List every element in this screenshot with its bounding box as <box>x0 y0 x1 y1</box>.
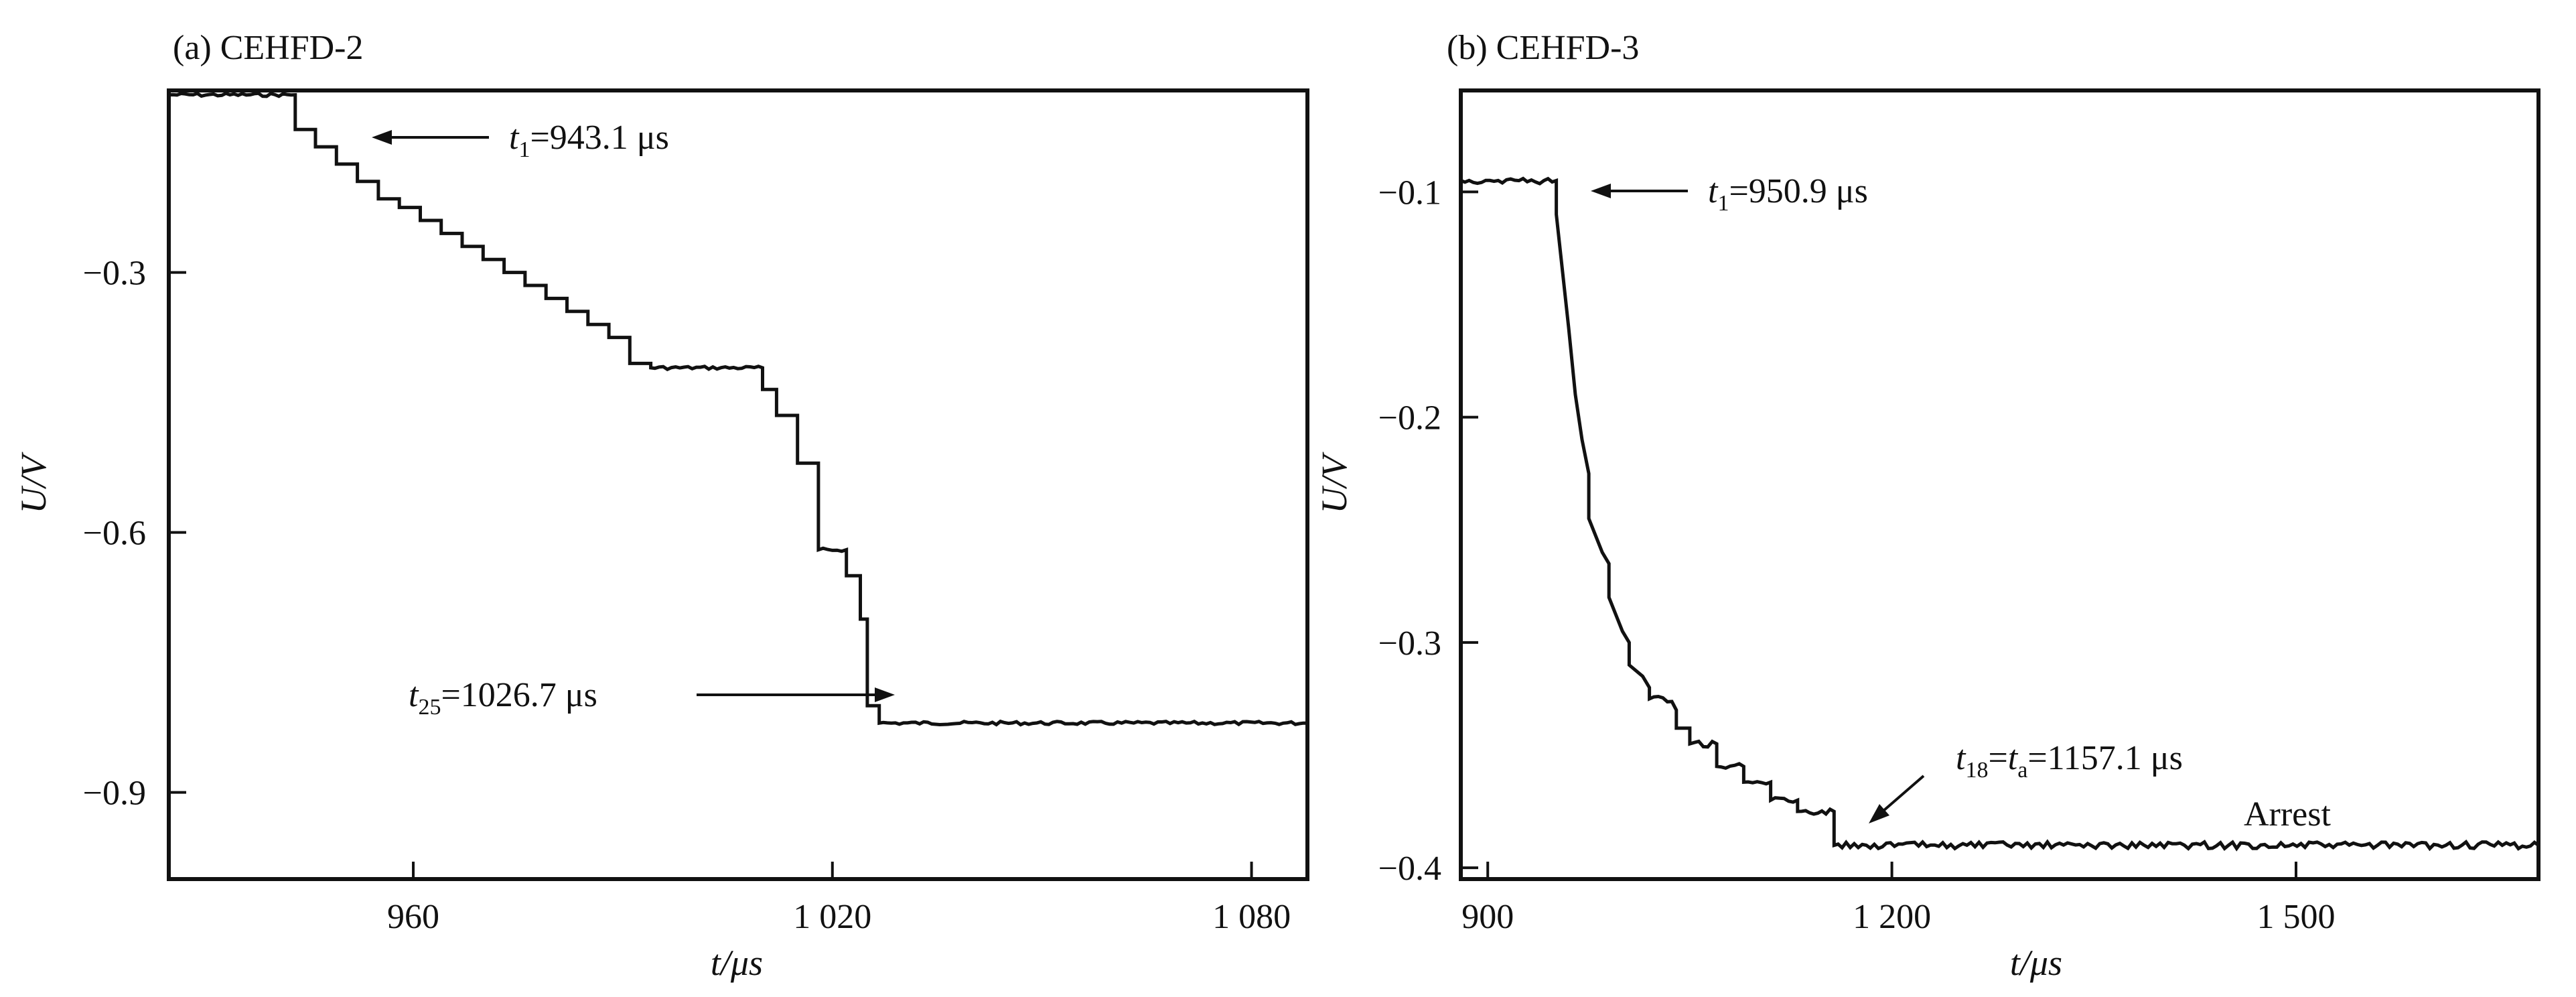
panel-a-y-tick-label-2: −0.6 <box>83 515 146 553</box>
panel-b-t18-arrow-head <box>1869 804 1889 823</box>
panel-a-y-tick-label-1: −0.3 <box>83 255 146 293</box>
panel-a-t1-arrow-head <box>372 130 392 145</box>
chart-panel-a: (a) CEHFD-2 −0.3 −0.6 −0.9 960 1 020 1 0… <box>13 29 1309 983</box>
panel-b-y-tick-label-4: −0.4 <box>1378 850 1441 888</box>
panel-b-trace-layer <box>1460 176 2540 852</box>
panel-a-series-line <box>168 91 1307 727</box>
panel-b-x-tick-label-1: 900 <box>1461 898 1514 936</box>
panel-a-x-tick-label-2: 1 020 <box>793 898 871 936</box>
panel-b-t1-label: t1=950.9 μs <box>1708 172 1868 216</box>
panel-a-annotation-t1: t1=943.1 μs <box>372 119 669 162</box>
panel-b-annotation-t18: t18=ta=1157.1 μs <box>1869 739 2183 823</box>
panel-a-plot-frame <box>167 88 1309 881</box>
panel-a-y-axis-label: U/V <box>13 452 54 514</box>
panel-b-series-line <box>1460 176 2540 852</box>
panel-b-y-tick-label-3: −0.3 <box>1378 624 1441 663</box>
panel-a-trace-layer <box>168 91 1307 727</box>
panel-b-arrest-label: Arrest <box>2244 795 2332 834</box>
panel-b-title: (b) CEHFD-3 <box>1447 29 1639 67</box>
panel-b-annotation-t1: t1=950.9 μs <box>1591 172 1868 216</box>
panel-b-plot-frame <box>1459 88 2541 881</box>
panel-a-t25-arrow-head <box>875 687 895 702</box>
panel-b-x-tick-label-2: 1 200 <box>1853 898 1931 936</box>
panel-a-x-tick-label-1: 960 <box>387 898 439 936</box>
chart-panel-b: (b) CEHFD-3 −0.1 −0.2 −0.3 −0.4 900 1 20… <box>1314 29 2541 983</box>
panel-a-annotation-t25: t25=1026.7 μs <box>409 676 895 720</box>
panel-b-x-axis-label: t/μs <box>2010 943 2062 983</box>
panel-b-t18-label: t18=ta=1157.1 μs <box>1956 739 2183 783</box>
panel-a-t25-label: t25=1026.7 μs <box>409 676 597 720</box>
panel-a-x-axis-label: t/μs <box>711 943 763 983</box>
panel-a-x-tick-label-3: 1 080 <box>1212 898 1291 936</box>
panel-a-y-tick-label-3: −0.9 <box>83 775 146 813</box>
panel-b-t1-arrow-head <box>1591 184 1611 198</box>
panel-b-t18-arrow-line <box>1882 775 1925 812</box>
panel-a-t1-label: t1=943.1 μs <box>509 119 669 162</box>
panel-b-x-tick-label-3: 1 500 <box>2257 898 2335 936</box>
panel-a-title: (a) CEHFD-2 <box>173 29 364 67</box>
panel-b-y-tick-label-1: −0.1 <box>1378 174 1441 212</box>
panel-b-y-tick-label-2: −0.2 <box>1378 399 1441 438</box>
panel-b-y-axis-label: U/V <box>1314 452 1354 514</box>
